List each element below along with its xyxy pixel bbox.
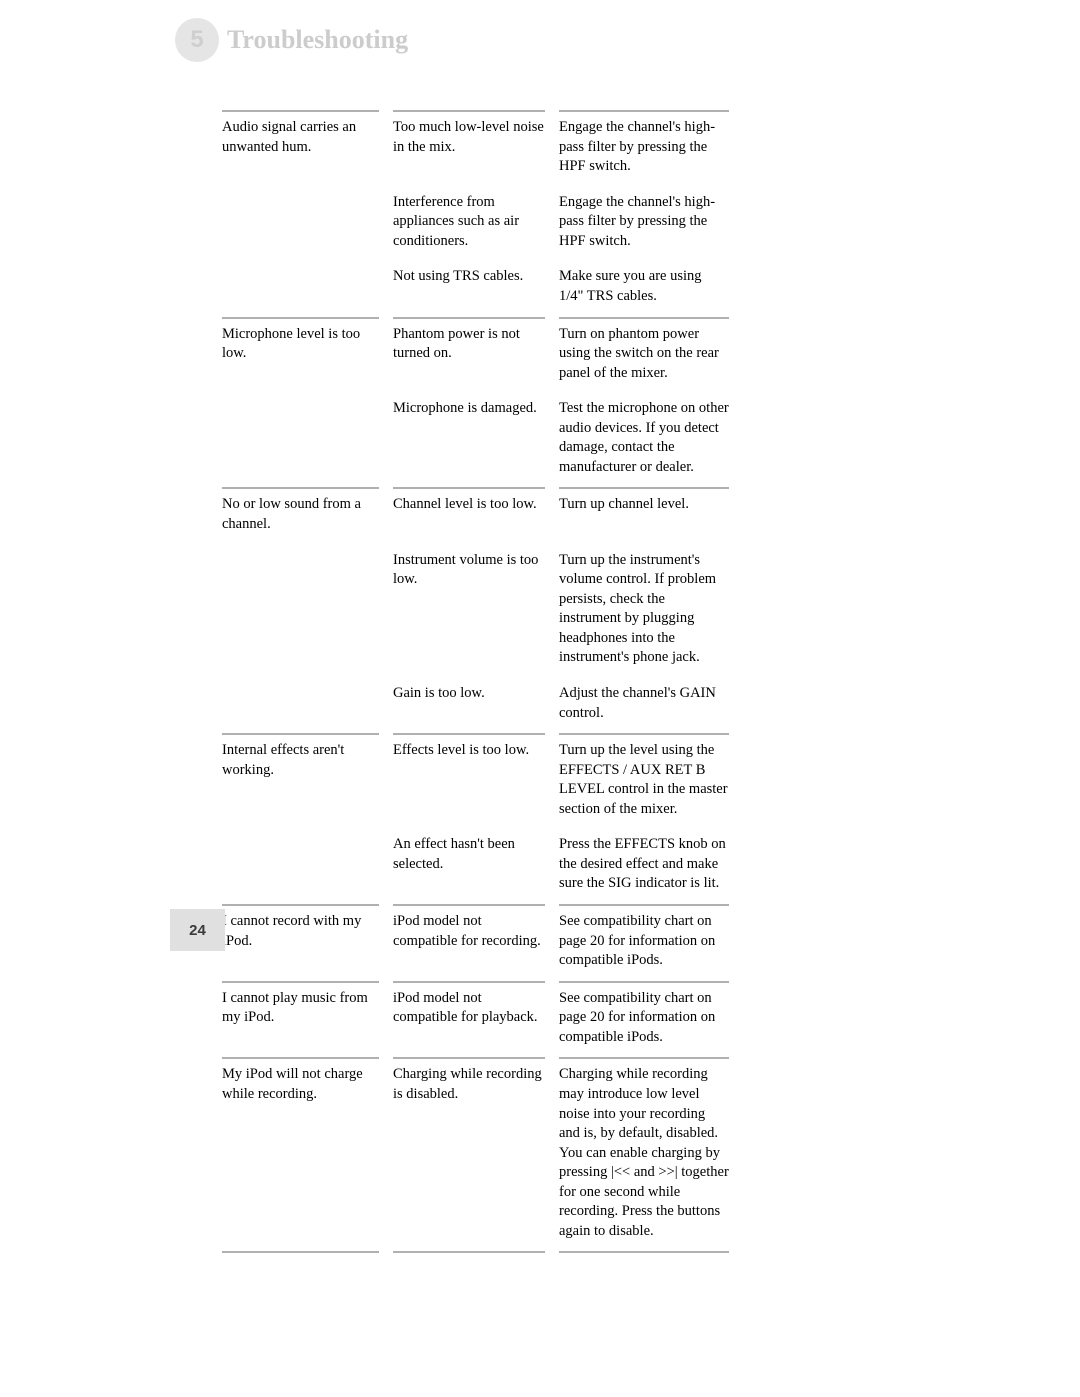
solution-cell: Turn up channel level. <box>559 487 729 544</box>
table-row: My iPod will not charge while recording.… <box>222 1057 732 1251</box>
chapter-number-badge: 5 <box>175 18 219 62</box>
cause-cell: Microphone is damaged. <box>393 393 545 487</box>
symptom-cell <box>222 393 379 487</box>
table-row: Microphone is damaged.Test the microphon… <box>222 393 732 487</box>
table-row: Interference from appliances such as air… <box>222 187 732 262</box>
table-row: I cannot record with my iPod.iPod model … <box>222 904 732 981</box>
cause-cell: Channel level is too low. <box>393 487 545 544</box>
symptom-cell <box>222 829 379 904</box>
cause-cell: Effects level is too low. <box>393 733 545 829</box>
solution-cell: Turn up the level using the EFFECTS / AU… <box>559 733 729 829</box>
solution-cell: Turn on phantom power using the switch o… <box>559 317 729 394</box>
symptom-cell <box>222 545 379 678</box>
cause-cell: Interference from appliances such as air… <box>393 187 545 262</box>
cause-cell: An effect hasn't been selected. <box>393 829 545 904</box>
symptom-cell: Audio signal carries an unwanted hum. <box>222 110 379 187</box>
solution-cell: Engage the channel's high-pass filter by… <box>559 110 729 187</box>
table-row: Gain is too low. Adjust the channel's GAI… <box>222 678 732 733</box>
symptom-cell: I cannot record with my iPod. <box>222 904 379 981</box>
symptom-cell: My iPod will not charge while recording. <box>222 1057 379 1251</box>
solution-cell: Make sure you are using 1/4" TRS cables. <box>559 261 729 316</box>
symptom-cell <box>222 678 379 733</box>
table-row: An effect hasn't been selected.Press the… <box>222 829 732 904</box>
table-row: No or low sound from a channel.Channel l… <box>222 487 732 544</box>
symptom-cell: No or low sound from a channel. <box>222 487 379 544</box>
table-row: Instrument volume is too low.Turn up the… <box>222 545 732 678</box>
solution-cell: Charging while recording may introduce l… <box>559 1057 729 1251</box>
chapter-title: Troubleshooting <box>227 25 408 55</box>
table-row: Not using TRS cables. Make sure you are u… <box>222 261 732 316</box>
symptom-cell: Internal effects aren't working. <box>222 733 379 829</box>
chapter-header: 5 Troubleshooting <box>175 18 408 62</box>
table-row: Microphone level is too low.Phantom powe… <box>222 317 732 394</box>
symptom-cell <box>222 261 379 316</box>
cause-cell: Gain is too low. <box>393 678 545 733</box>
cause-cell: Phantom power is not turned on. <box>393 317 545 394</box>
symptom-cell: I cannot play music from my iPod. <box>222 981 379 1058</box>
solution-cell: Press the EFFECTS knob on the desired ef… <box>559 829 729 904</box>
table-row: Audio signal carries an unwanted hum.Too… <box>222 110 732 187</box>
table-row: I cannot play music from my iPod.iPod mo… <box>222 981 732 1058</box>
cause-cell: Not using TRS cables. <box>393 261 545 316</box>
solution-cell: See compatibility chart on page 20 for i… <box>559 904 729 981</box>
solution-cell: Engage the channel's high-pass filter by… <box>559 187 729 262</box>
troubleshooting-table: Audio signal carries an unwanted hum.Too… <box>222 110 732 1253</box>
symptom-cell: Microphone level is too low. <box>222 317 379 394</box>
solution-cell: Adjust the channel's GAIN control. <box>559 678 729 733</box>
symptom-cell <box>222 187 379 262</box>
solution-cell: See compatibility chart on page 20 for i… <box>559 981 729 1058</box>
solution-cell: Test the microphone on other audio devic… <box>559 393 729 487</box>
table-closing-rule <box>222 1251 732 1253</box>
table-row: Internal effects aren't working.Effects … <box>222 733 732 829</box>
page-number: 24 <box>170 909 225 951</box>
cause-cell: iPod model not compatible for recording. <box>393 904 545 981</box>
solution-cell: Turn up the instrument's volume control.… <box>559 545 729 678</box>
cause-cell: iPod model not compatible for playback. <box>393 981 545 1058</box>
cause-cell: Instrument volume is too low. <box>393 545 545 678</box>
cause-cell: Too much low-level noise in the mix. <box>393 110 545 187</box>
cause-cell: Charging while recording is disabled. <box>393 1057 545 1251</box>
